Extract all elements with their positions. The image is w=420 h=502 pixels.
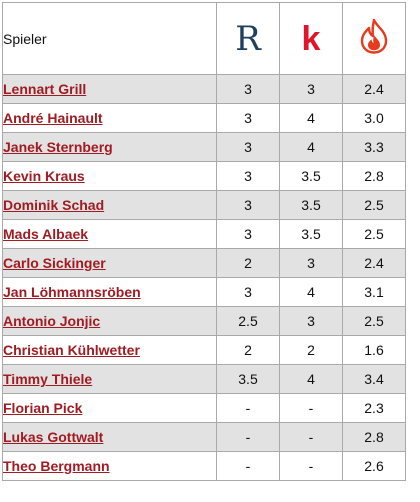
rating-f-cell: 2.8 (342, 422, 406, 452)
rating-f-cell: 2.8 (342, 161, 406, 191)
table-row: Dominik Schad 3 3.5 2.5 (2, 190, 406, 220)
player-cell: Dominik Schad (2, 190, 217, 220)
player-link[interactable]: Carlo Sickinger (3, 255, 106, 271)
player-cell: Christian Kühlwetter (2, 335, 217, 365)
table-row: Florian Pick - -2.3 (2, 393, 406, 423)
rating-r-cell: 3 (216, 161, 280, 191)
table-row: André Hainault 3 4 3.0 (2, 103, 406, 133)
rating-k-cell: - (279, 393, 343, 423)
rating-r-cell: 3 (216, 74, 280, 104)
player-link[interactable]: Florian Pick (3, 400, 83, 416)
rating-k-cell: 4 (279, 364, 343, 394)
rating-k-cell: - (279, 451, 343, 481)
player-cell: Mads Albaek (2, 219, 217, 249)
player-cell: Timmy Thiele (2, 364, 217, 394)
rating-f-cell: 2.4 (342, 248, 406, 278)
k-logo-icon: k (301, 19, 321, 58)
player-link[interactable]: Jan Löhmannsröben (3, 284, 141, 300)
rating-r-cell: 2 (216, 335, 280, 365)
rating-f-cell: 3.1 (342, 277, 406, 307)
table-row: Lennart Grill 3 3 2.4 (2, 74, 406, 104)
r-logo-icon: R (235, 18, 261, 59)
rating-f-cell: 2.5 (342, 306, 406, 336)
source-r-header: R (216, 2, 280, 75)
rating-f-cell: 3.4 (342, 364, 406, 394)
rating-r-cell: 2.5 (216, 306, 280, 336)
rating-f-cell: 3.0 (342, 103, 406, 133)
player-cell: Florian Pick (2, 393, 217, 423)
table-row: Christian Kühlwetter 2 2 1.6 (2, 335, 406, 365)
player-cell: Kevin Kraus (2, 161, 217, 191)
rating-k-cell: 4 (279, 132, 343, 162)
rating-r-cell: 2 (216, 248, 280, 278)
player-link[interactable]: Dominik Schad (3, 197, 105, 213)
player-link[interactable]: Christian Kühlwetter (3, 342, 140, 358)
rating-k-cell: 3 (279, 306, 343, 336)
table-row: Timmy Thiele 3.5 4 3.4 (2, 364, 406, 394)
table-row: Janek Sternberg 3 4 3.3 (2, 132, 406, 162)
player-cell: Janek Sternberg (2, 132, 217, 162)
source-flame-header (342, 2, 406, 75)
player-link[interactable]: Antonio Jonjic (3, 313, 101, 329)
table-row: Carlo Sickinger 2 3 2.4 (2, 248, 406, 278)
table-row: Theo Bergmann - -2.6 (2, 451, 406, 481)
rating-k-cell: 3 (279, 74, 343, 104)
flame-logo-icon (357, 18, 391, 58)
player-cell: Lennart Grill (2, 74, 217, 104)
rating-k-cell: 4 (279, 277, 343, 307)
rating-k-cell: - (279, 422, 343, 452)
player-link[interactable]: Lennart Grill (3, 81, 87, 97)
table-row: Jan Löhmannsröben 3 4 3.1 (2, 277, 406, 307)
rating-f-cell: 3.3 (342, 132, 406, 162)
rating-k-cell: 4 (279, 103, 343, 133)
rating-r-cell: 3.5 (216, 364, 280, 394)
rating-f-cell: 2.3 (342, 393, 406, 423)
rating-r-cell: 3 (216, 103, 280, 133)
rating-r-cell: - (216, 422, 280, 452)
rating-k-cell: 2 (279, 335, 343, 365)
player-link[interactable]: Janek Sternberg (3, 139, 113, 155)
rating-r-cell: 3 (216, 219, 280, 249)
rating-f-cell: 2.4 (342, 74, 406, 104)
ratings-table: Spieler R k Lennart Grill 3 3 2.4 André Hain… (2, 2, 406, 481)
table-row: Kevin Kraus 3 3.5 2.8 (2, 161, 406, 191)
rating-r-cell: - (216, 393, 280, 423)
player-cell: Carlo Sickinger (2, 248, 217, 278)
rating-r-cell: 3 (216, 190, 280, 220)
source-k-header: k (279, 2, 343, 75)
player-cell: Antonio Jonjic (2, 306, 217, 336)
player-cell: Jan Löhmannsröben (2, 277, 217, 307)
table-row: Mads Albaek 3 3.5 2.5 (2, 219, 406, 249)
player-cell: Theo Bergmann (2, 451, 217, 481)
rating-f-cell: 1.6 (342, 335, 406, 365)
rating-f-cell: 2.5 (342, 190, 406, 220)
player-link[interactable]: André Hainault (3, 110, 103, 126)
rating-k-cell: 3.5 (279, 161, 343, 191)
rating-k-cell: 3.5 (279, 190, 343, 220)
rating-r-cell: 3 (216, 132, 280, 162)
player-cell: André Hainault (2, 103, 217, 133)
table-row: Lukas Gottwalt - -2.8 (2, 422, 406, 452)
rating-f-cell: 2.6 (342, 451, 406, 481)
player-link[interactable]: Kevin Kraus (3, 168, 85, 184)
rating-f-cell: 2.5 (342, 219, 406, 249)
table-row: Antonio Jonjic 2.5 3 2.5 (2, 306, 406, 336)
rating-r-cell: 3 (216, 277, 280, 307)
player-column-header: Spieler (2, 2, 217, 75)
player-cell: Lukas Gottwalt (2, 422, 217, 452)
player-link[interactable]: Theo Bergmann (3, 458, 110, 474)
header-row: Spieler R k (2, 2, 406, 75)
player-link[interactable]: Lukas Gottwalt (3, 429, 104, 445)
rating-k-cell: 3.5 (279, 219, 343, 249)
rating-r-cell: - (216, 451, 280, 481)
player-link[interactable]: Mads Albaek (3, 226, 89, 242)
rating-k-cell: 3 (279, 248, 343, 278)
player-link[interactable]: Timmy Thiele (3, 371, 93, 387)
